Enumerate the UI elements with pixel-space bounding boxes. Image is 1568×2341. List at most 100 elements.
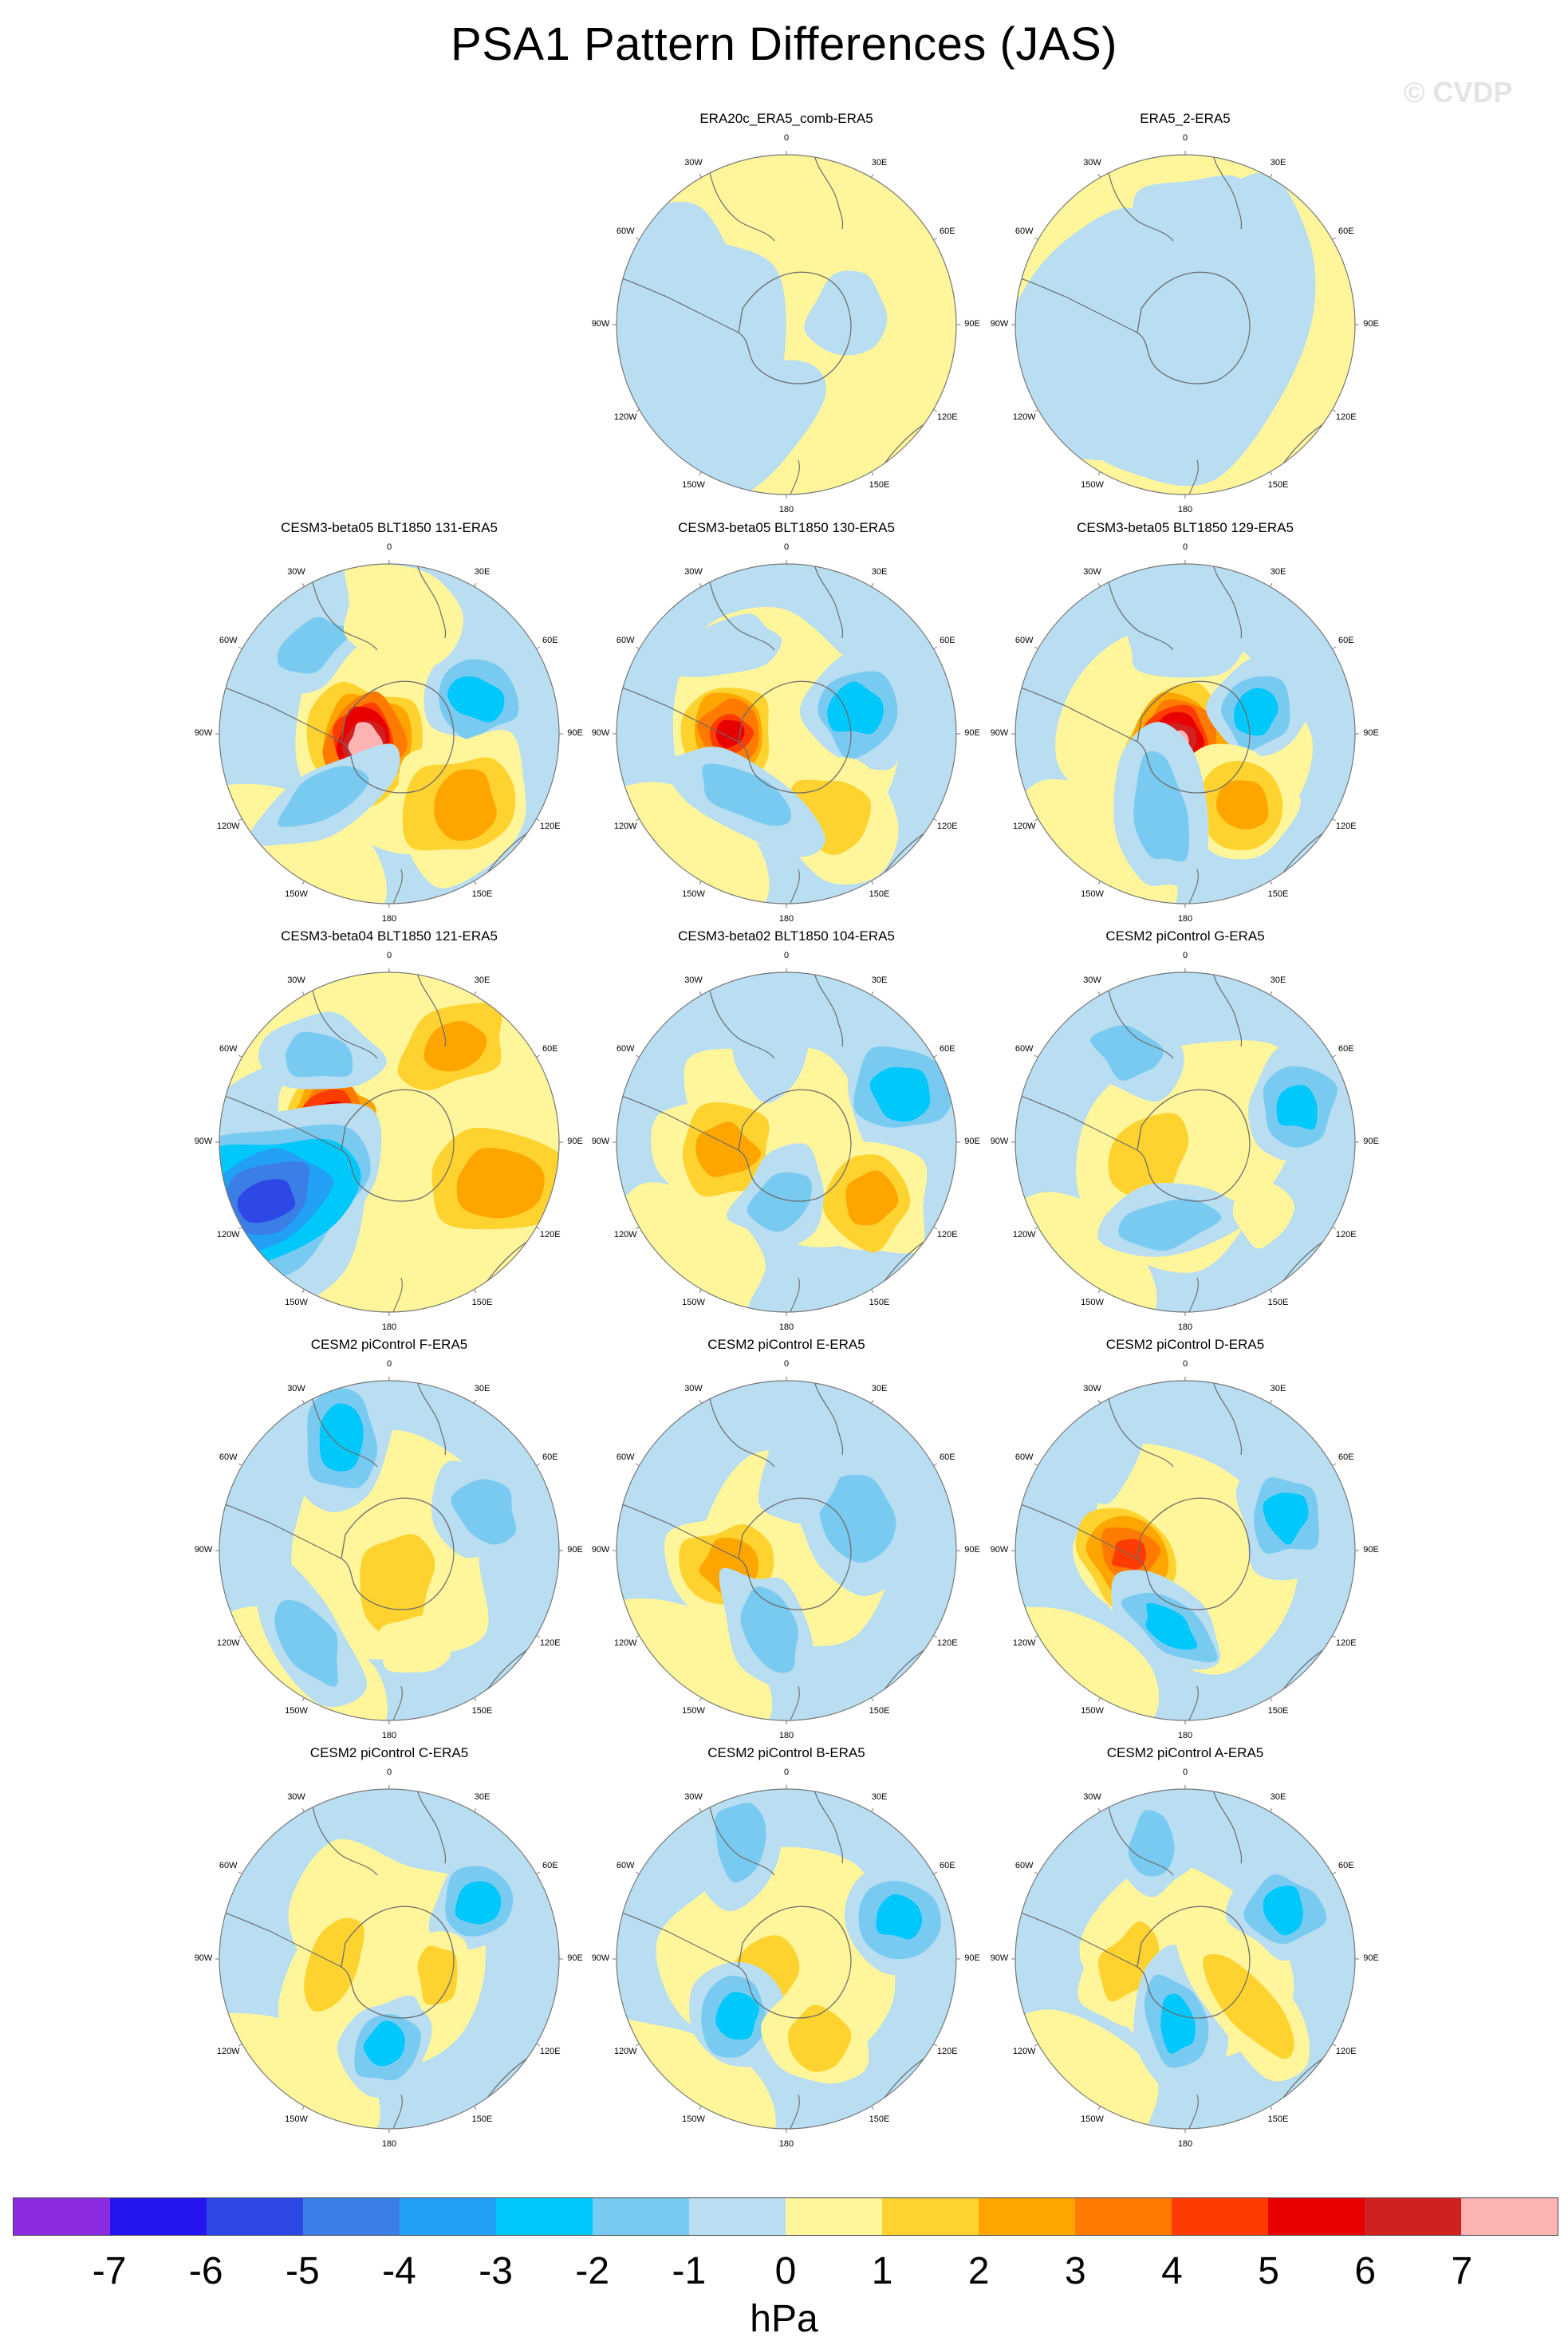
longitude-label: 60E [1338,1043,1354,1054]
longitude-label: 150W [1081,1297,1104,1307]
longitude-tick [699,1289,702,1294]
longitude-tick [699,173,702,178]
colorbar-swatch [303,2198,400,2235]
longitude-label: 90E [964,728,980,738]
africa-coastline [814,1789,844,1864]
longitude-label: 150W [1081,2114,1104,2124]
longitude-label: 0 [783,542,790,552]
longitude-label: 30E [1270,158,1286,168]
colorbar-swatch [1365,2198,1461,2235]
longitude-tick [1034,237,1038,240]
negative-anomaly-contour [1133,751,1190,862]
south-america-coastline [706,155,775,242]
panel-title: CESM2 piControl C-ERA5 [309,1745,469,1760]
longitude-tick [1270,991,1273,995]
positive-anomaly-contour [379,1615,451,1673]
longitude-tick [301,1289,305,1294]
longitude-label: 150E [1267,889,1289,899]
antarctica-coastline [738,1089,852,1202]
longitude-label: 30E [871,158,888,168]
longitude-tick [301,2106,305,2110]
longitude-label: 120W [216,2046,240,2056]
longitude-tick [635,646,640,649]
longitude-tick [933,1054,938,1058]
panel-title: CESM3-beta05 BLT1850 129-ERA5 [1077,520,1294,535]
longitude-tick [635,1871,640,1874]
longitude-tick [699,582,702,587]
longitude-label: 180 [778,1322,794,1332]
longitude-tick [1034,2043,1038,2047]
longitude-tick [635,1463,640,1466]
longitude-label: 90E [964,1953,980,1963]
longitude-label: 180 [778,914,794,924]
negative-anomaly-contour [747,1172,812,1232]
longitude-label: 90W [990,1137,1009,1146]
longitude-label: 30W [287,975,305,986]
longitude-tick [1097,471,1101,476]
longitude-tick [536,2043,541,2047]
colorbar-tick-label: 5 [1258,2250,1279,2292]
longitude-label: 120E [539,1229,561,1239]
longitude-tick [1034,1227,1038,1230]
longitude-tick [699,471,702,476]
new-zealand-coastline [790,869,800,904]
longitude-label: 120W [613,412,637,422]
new-zealand-coastline [392,1277,403,1312]
longitude-label: 150E [1267,1297,1289,1307]
polar-map [613,1377,960,1724]
longitude-label: 120W [613,821,637,831]
negative-anomaly-contour [804,270,888,356]
longitude-label: 90E [567,728,583,738]
longitude-tick [1332,1054,1337,1058]
longitude-tick [1097,1697,1101,1702]
longitude-label: 30E [474,975,490,986]
panel-title: CESM2 piControl D-ERA5 [1105,1337,1265,1352]
longitude-label: 90W [990,319,1009,329]
longitude-label: 0 [783,1359,790,1369]
longitude-label: 30E [871,1792,888,1803]
longitude-label: 60W [1014,1860,1034,1870]
longitude-label: 0 [783,133,790,143]
longitude-label: 150W [682,479,705,490]
longitude-label: 90E [567,1953,583,1963]
negative-anomaly-contour [285,1031,353,1078]
longitude-tick [871,1289,874,1294]
longitude-tick [933,818,938,822]
longitude-tick [301,1399,305,1404]
longitude-tick [871,471,874,476]
longitude-label: 0 [386,951,392,960]
colorbar [13,2197,1558,2236]
polar-map [1011,151,1359,499]
longitude-tick [1034,1871,1038,1874]
longitude-label: 60W [1014,1452,1034,1462]
longitude-label: 120E [936,1229,958,1239]
longitude-tick [699,2106,702,2110]
longitude-label: 150W [1081,889,1104,899]
longitude-tick [635,818,640,822]
longitude-label: 90E [964,319,980,329]
longitude-label: 30E [474,1384,490,1394]
longitude-tick [1034,409,1038,412]
peninsula-coastline [1015,1094,1138,1151]
longitude-label: 60E [542,1860,558,1870]
longitude-tick [1270,471,1273,476]
colorbar-swatch [1268,2198,1365,2235]
polar-map [613,151,960,499]
colorbar-swatch [689,2198,786,2235]
antarctica-coastline [341,1497,455,1610]
longitude-label: 150W [285,1297,308,1307]
peninsula-coastline [219,685,342,743]
colorbar-tick-label: -2 [575,2250,610,2292]
peninsula-coastline [219,1910,342,1968]
positive-anomaly-contour [788,2004,852,2072]
longitude-tick [699,1807,702,1812]
longitude-tick [933,1871,938,1874]
positive-anomaly-contour [417,1945,458,2005]
new-zealand-coastline [790,459,800,495]
longitude-tick [301,1697,305,1702]
longitude-label: 30E [1270,1792,1286,1803]
peninsula-coastline [617,1094,739,1151]
polar-map [1011,560,1359,908]
longitude-tick [536,1463,541,1466]
longitude-tick [474,1807,477,1812]
